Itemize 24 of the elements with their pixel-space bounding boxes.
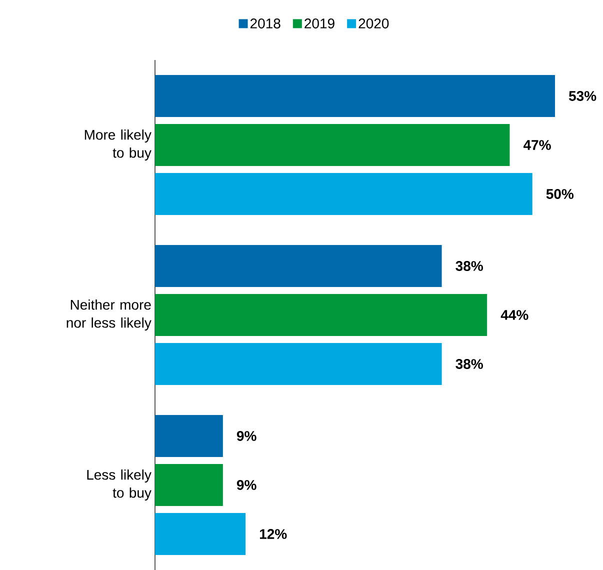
legend-label: 2018 <box>250 18 280 28</box>
data-label: 38% <box>456 359 483 369</box>
legend-label: 2019 <box>304 18 334 28</box>
bar <box>155 512 246 555</box>
data-label: 50% <box>546 189 574 199</box>
bar <box>155 124 510 166</box>
data-label: 47% <box>523 140 551 150</box>
y-tick-label: Less likely to buy <box>87 469 152 501</box>
data-label: 44% <box>500 310 528 320</box>
data-label: 12% <box>260 529 287 539</box>
bar <box>155 294 488 336</box>
y-tick-label: Neither more nor less likely <box>66 299 152 331</box>
bar <box>155 172 532 215</box>
data-label: 53% <box>568 91 596 101</box>
data-label: 38% <box>456 261 483 271</box>
y-tick-label: More likely to buy <box>84 129 152 161</box>
data-label: 9% <box>236 431 256 441</box>
data-label: 9% <box>236 480 256 490</box>
bar <box>155 464 223 506</box>
bar <box>155 414 223 457</box>
legend-label: 2020 <box>358 18 389 28</box>
bar <box>155 75 555 117</box>
bar <box>155 342 442 385</box>
bar <box>155 244 442 287</box>
